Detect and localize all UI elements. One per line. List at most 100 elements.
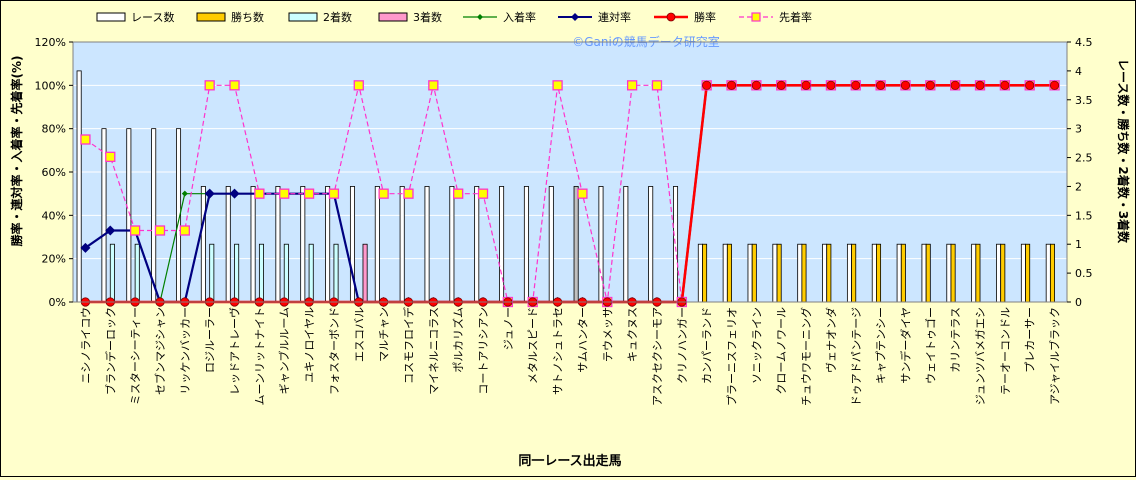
legend-marker (571, 13, 579, 21)
bars (76, 70, 1055, 303)
x-tick-label: ロジルーラー (204, 307, 217, 373)
bar-勝ち数 (726, 243, 732, 303)
point-先着率 (129, 225, 141, 236)
right-tick-label: 4 (1075, 65, 1082, 78)
point-勝率 (975, 80, 985, 90)
legend-marker (751, 12, 761, 22)
point-先着率 (229, 80, 240, 91)
bar-レース数 (971, 243, 977, 303)
bar-レース数 (300, 186, 306, 303)
left-tick-label: 60% (42, 166, 66, 179)
bar-レース数 (598, 186, 604, 303)
point-勝率 (826, 80, 836, 90)
point-勝率 (900, 80, 911, 90)
right-axis: 0 0.5 1 1.5 2 2.5 3 3.5 4 4.5 (1067, 36, 1093, 309)
legend-label: 勝ち数 (231, 10, 264, 24)
x-tick-label: レッドアトレーヴ (228, 307, 242, 395)
point-勝率 (776, 80, 786, 90)
x-tick-label: チュウワモーニング (799, 307, 813, 406)
bar-レース数 (747, 243, 753, 303)
left-tick-label: 0% (49, 296, 66, 309)
point-先着率 (179, 225, 190, 236)
x-tick-label: サトノシュトラセ (552, 307, 565, 395)
x-axis-label: 同一レース出走馬 (518, 453, 621, 469)
bar-レース数 (474, 186, 480, 303)
x-tick-label: コスモフロイデ (402, 307, 416, 384)
bar-勝ち数 (1049, 243, 1055, 303)
x-tick-label: メタルスピード (527, 307, 540, 384)
point-勝率 (702, 80, 712, 90)
point-勝率 (876, 80, 886, 90)
x-tick-label: アスクセクシーモア (651, 307, 664, 406)
legend-label: 2着数 (323, 10, 352, 24)
bar-レース数 (1020, 243, 1026, 303)
bar-2着数 (234, 243, 240, 303)
bar-レース数 (424, 186, 430, 303)
point-勝率 (925, 80, 935, 90)
bar-勝ち数 (776, 243, 782, 303)
bar-レース数 (996, 243, 1002, 303)
point-入着率 (181, 190, 188, 197)
x-tick-label: サンデーダイヤ (899, 307, 913, 384)
bar-2着数 (333, 243, 339, 303)
legend: レース数 勝ち数 2着数 3着数 入着率 連対率 勝率 先着率 (96, 10, 812, 24)
x-tick-label: コートアリシアン (477, 307, 490, 395)
point-連対率 (229, 188, 240, 199)
bar-レース数 (797, 243, 803, 303)
point-先着率 (105, 151, 116, 162)
point-勝率 (726, 80, 737, 90)
point-先着率 (626, 80, 638, 91)
bar-レース数 (275, 186, 281, 303)
x-tick-label: ジュノー (502, 307, 515, 350)
x-tick-label: フォスターボンド (328, 307, 341, 395)
x-tick-label: ジュンツバメガエシ (974, 307, 987, 405)
x-tick-label: ポルカリズム (451, 307, 465, 373)
legend-label: 先着率 (779, 10, 812, 24)
legend-label: 3着数 (413, 10, 442, 24)
bar-勝ち数 (1000, 243, 1006, 303)
point-先着率 (353, 80, 364, 91)
bar-勝ち数 (900, 243, 906, 303)
point-連対率 (204, 188, 215, 199)
point-勝率 (1025, 80, 1035, 90)
legend-swatch (96, 12, 126, 22)
point-勝率 (1000, 80, 1010, 90)
x-tick-label: アジャイルブラック (1048, 307, 1062, 405)
point-連対率 (80, 242, 91, 253)
right-tick-label: 0 (1075, 296, 1082, 309)
legend-swatch (196, 12, 226, 22)
point-勝率 (950, 80, 960, 90)
x-tick-label: マルチャン (378, 307, 391, 362)
bar-レース数 (697, 243, 703, 303)
bar-勝ち数 (751, 243, 757, 303)
bar-レース数 (921, 243, 927, 303)
bar-レース数 (896, 243, 902, 303)
x-tick-label: ソニックライン (750, 307, 763, 384)
x-tick-label: カンパーランド (701, 307, 714, 384)
x-tick-label: キュクヌス (626, 307, 639, 362)
bar-レース数 (374, 186, 380, 303)
bar-勝ち数 (1025, 243, 1031, 303)
left-tick-label: 100% (35, 79, 66, 92)
legend-label: 連対率 (598, 10, 631, 24)
x-tick-label: セブンマジシャン (153, 307, 167, 395)
right-tick-label: 1.5 (1075, 209, 1093, 222)
bar-レース数 (225, 186, 231, 303)
bar-レース数 (822, 243, 828, 303)
bar-レース数 (623, 186, 629, 303)
y-axis-label-right: レース数・勝ち数・2着数・3着数 (1116, 59, 1131, 244)
bar-レース数 (523, 186, 529, 303)
point-先着率 (328, 188, 340, 199)
bar-レース数 (772, 243, 778, 303)
x-tick-label: ウェイトゥゴー (923, 307, 937, 384)
bar-2着数 (109, 243, 115, 303)
right-tick-label: 2.5 (1075, 152, 1093, 165)
x-tick-label: テーオーコンドル (999, 307, 1012, 395)
x-tick-label: ギャンブルルーム (277, 307, 291, 394)
x-axis: ニシノライコウ ブランデーロック ミスターシーティー セブンマジシャン リッケンバッカー… (79, 307, 1061, 406)
point-先着率 (254, 188, 265, 199)
left-tick-label: 80% (42, 123, 66, 136)
x-tick-label: マイネルニコラス (427, 307, 440, 395)
bar-勝ち数 (801, 243, 807, 303)
